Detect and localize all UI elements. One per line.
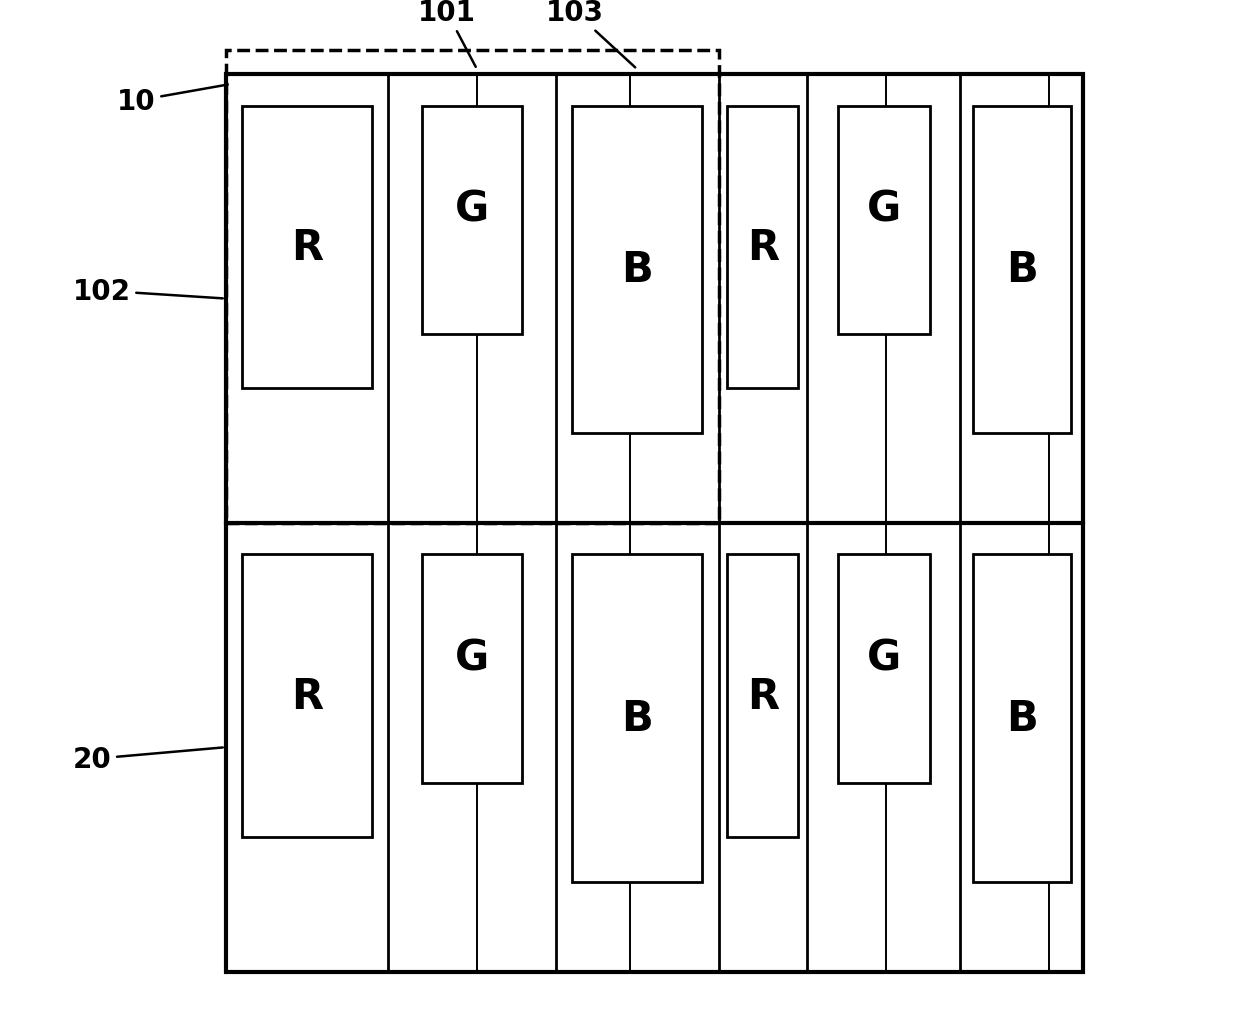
Text: 103: 103 [546,0,635,69]
Bar [422,555,522,784]
Bar [728,555,799,837]
Text: 102: 102 [73,277,223,305]
Bar [422,106,522,335]
Bar [572,555,702,882]
Bar [972,555,1071,882]
Bar [728,106,799,389]
Text: G: G [455,637,490,678]
Text: R: R [746,226,779,269]
Bar [226,51,719,524]
Bar [838,106,930,335]
Bar [226,75,1084,972]
Text: 10: 10 [117,86,228,115]
Bar [242,106,372,389]
Bar [972,106,1071,434]
Text: R: R [746,675,779,717]
Text: G: G [455,188,490,231]
Bar [838,555,930,784]
Text: B: B [1006,698,1038,739]
Text: 101: 101 [418,0,476,68]
Text: B: B [621,698,653,739]
Text: R: R [291,226,322,269]
Text: B: B [1006,249,1038,291]
Text: B: B [621,249,653,291]
Text: R: R [291,675,322,717]
Text: G: G [867,188,901,231]
Bar [572,106,702,434]
Text: G: G [867,637,901,678]
Text: 20: 20 [73,745,223,773]
Bar [242,555,372,837]
